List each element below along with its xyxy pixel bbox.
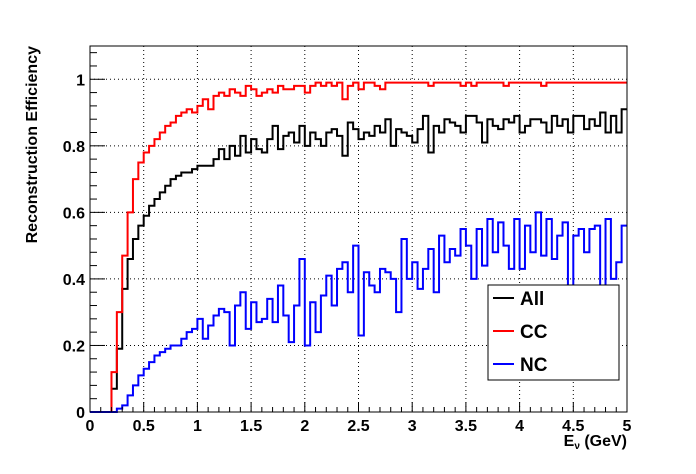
- series-line-all: [90, 108, 627, 413]
- y-axis-title: Reconstruction Efficiency: [24, 46, 41, 243]
- x-axis-title-unit: (GeV): [580, 433, 627, 450]
- x-tick-label: 4.5: [562, 418, 584, 435]
- legend: All CC NC: [487, 284, 620, 381]
- x-tick-label: 2: [300, 418, 309, 435]
- legend-label-nc: NC: [520, 355, 548, 376]
- y-tick-label: 0.4: [63, 272, 85, 289]
- tick-labels: 0 0.5 1 1.5 2 2.5 3 3.5 4 4.5 5 0 0.2 0.4 0.6 0.8 1: [63, 72, 632, 435]
- y-tick-label: 0.6: [63, 205, 85, 222]
- legend-label-all: All: [520, 289, 544, 310]
- x-tick-label: 0: [86, 418, 95, 435]
- series-line-cc: [90, 81, 627, 413]
- x-axis-title-symbol: E: [564, 433, 575, 450]
- legend-box: [487, 284, 620, 381]
- x-tick-label: 3: [408, 418, 417, 435]
- y-tick-label: 0.2: [63, 338, 85, 355]
- axis-ticks: [89, 52, 628, 413]
- x-tick-label: 1.5: [240, 418, 262, 435]
- x-axis-title-subscript: ν: [574, 441, 580, 452]
- x-tick-label: 3.5: [455, 418, 477, 435]
- legend-label-cc: CC: [520, 322, 548, 343]
- y-tick-label: 0: [76, 405, 85, 422]
- x-axis-title: Eν (GeV): [564, 433, 627, 452]
- series-line-nc: [90, 211, 627, 413]
- x-tick-label: 4: [515, 418, 524, 435]
- x-tick-label: 2.5: [347, 418, 369, 435]
- x-tick-label: 1: [193, 418, 202, 435]
- series-layer: [90, 81, 627, 413]
- x-tick-label: 0.5: [133, 418, 155, 435]
- y-tick-label: 0.8: [63, 139, 85, 156]
- x-tick-label: 5: [623, 418, 632, 435]
- y-tick-label: 1: [76, 72, 85, 89]
